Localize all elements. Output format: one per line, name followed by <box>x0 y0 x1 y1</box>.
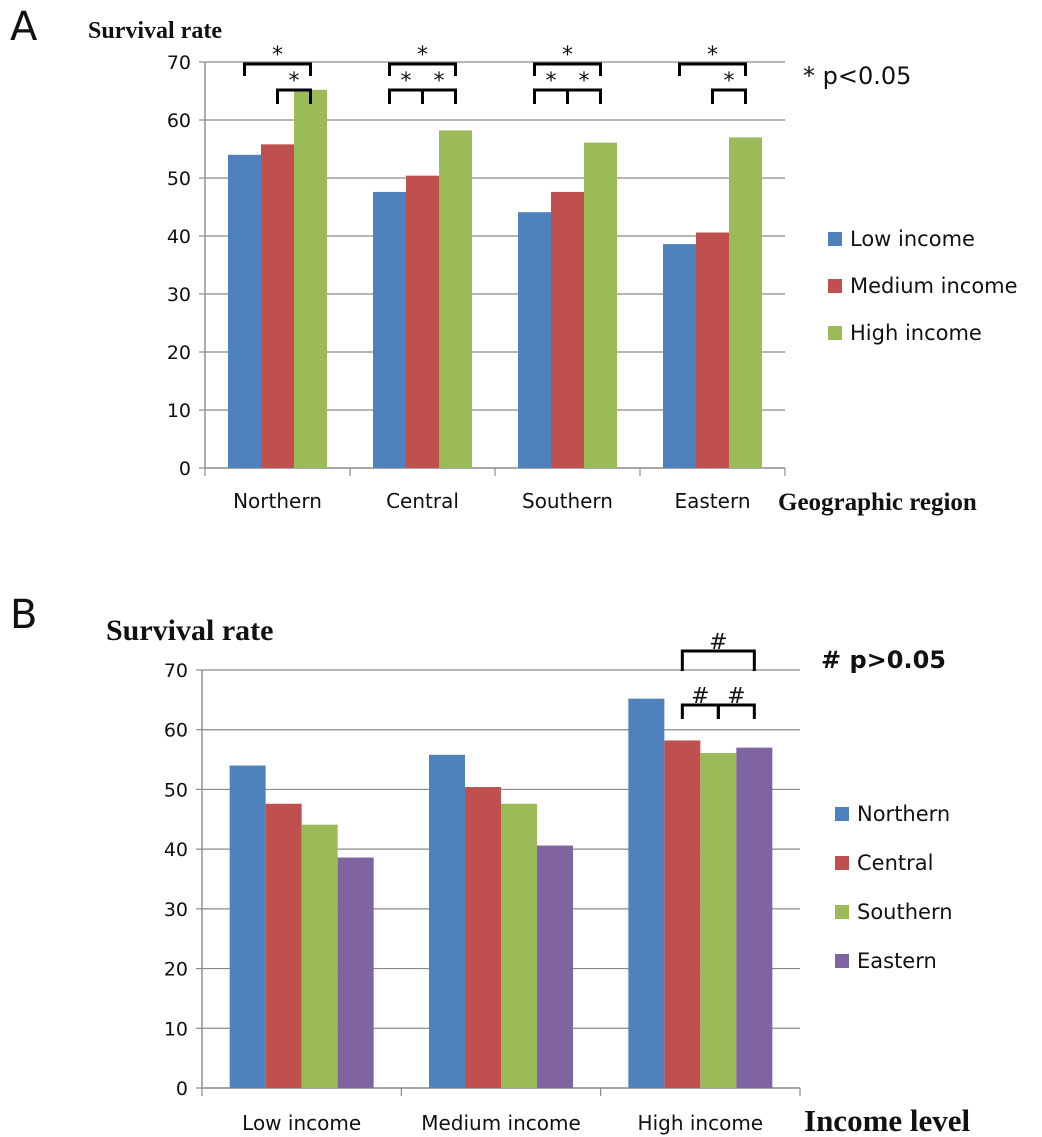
significance-marker: * <box>707 43 718 68</box>
significance-marker: * <box>272 43 283 68</box>
bar <box>228 154 261 469</box>
panel-a-x-title: Geographic region <box>778 489 977 516</box>
significance-bracket <box>388 62 457 76</box>
panel-b-chart: 0 10 20 30 40 50 60 70 Low income Medium income Hi… <box>164 630 801 1135</box>
legend-label: Medium income <box>850 274 1018 298</box>
legend-swatch <box>828 232 842 246</box>
panel-a-y-title: Survival rate <box>88 18 222 44</box>
legend-label: Low income <box>850 227 975 251</box>
y-tick-label: 10 <box>164 1018 188 1040</box>
significance-marker: * <box>579 69 590 94</box>
legend-swatch <box>835 954 849 968</box>
significance-bracket <box>533 62 602 76</box>
panel-b-significance-note: # p>0.05 <box>821 646 946 674</box>
significance-marker: # <box>727 684 745 709</box>
bar <box>265 803 302 1088</box>
y-tick-label: 20 <box>167 342 191 364</box>
bar <box>429 754 465 1088</box>
y-tick-label: 30 <box>167 284 191 306</box>
y-tick-label: 20 <box>164 959 188 981</box>
legend-swatch <box>835 856 849 870</box>
bar <box>501 803 537 1088</box>
legend-label: Central <box>857 851 933 875</box>
x-tick-label: Low income <box>242 1111 361 1135</box>
legend-label: Northern <box>857 802 950 826</box>
x-tick-label: Eastern <box>674 489 750 513</box>
x-tick-label: Southern <box>522 489 613 513</box>
bar <box>736 747 773 1088</box>
panel-a-chart: 0 10 20 30 40 50 60 70 Northern Central Southern Ea… <box>167 43 786 513</box>
bar <box>700 753 737 1088</box>
bar <box>663 244 696 468</box>
bar <box>337 857 374 1088</box>
legend-label: High income <box>850 321 982 345</box>
significance-bracket <box>680 649 756 671</box>
bar <box>729 137 762 468</box>
significance-bracket <box>566 88 602 104</box>
legend-label: Eastern <box>857 949 937 973</box>
legend-swatch <box>828 279 842 293</box>
bar <box>261 144 294 469</box>
bar <box>439 130 472 468</box>
y-tick-label: 40 <box>167 226 191 248</box>
y-tick-label: 0 <box>176 1078 188 1100</box>
y-tick-label: 70 <box>167 52 191 74</box>
bar <box>406 175 439 468</box>
bar <box>628 698 665 1088</box>
bar <box>294 89 327 468</box>
significance-marker: * <box>562 43 573 68</box>
significance-bracket <box>276 88 312 104</box>
bar <box>465 787 501 1088</box>
panel-a-significance-note: * p<0.05 <box>803 62 911 90</box>
significance-marker: * <box>401 69 412 94</box>
bar <box>551 191 584 469</box>
panel-b-y-title: Survival rate <box>106 614 273 647</box>
significance-marker: # <box>691 684 709 709</box>
y-tick-label: 30 <box>164 899 188 921</box>
y-tick-label: 70 <box>164 660 188 682</box>
y-tick-label: 40 <box>164 839 188 861</box>
y-tick-label: 60 <box>164 720 188 742</box>
panel-b-letter: B <box>10 592 37 638</box>
x-tick-label: Northern <box>233 489 322 513</box>
y-tick-label: 0 <box>179 458 191 480</box>
bar <box>373 191 406 469</box>
x-tick-label: Medium income <box>421 1111 581 1135</box>
panel-b-legend: Northern Central Southern Eastern <box>835 802 953 973</box>
x-tick-label: High income <box>638 1111 764 1135</box>
bar <box>518 212 551 468</box>
significance-marker: * <box>289 69 300 94</box>
significance-marker: * <box>724 69 735 94</box>
legend-label: Southern <box>857 900 953 924</box>
significance-bracket <box>711 88 747 104</box>
y-tick-label: 60 <box>167 110 191 132</box>
panel-a-legend: Low income Medium income High income <box>828 227 1018 345</box>
significance-bracket <box>243 62 312 76</box>
bar <box>229 765 266 1088</box>
x-tick-label: Central <box>386 489 459 513</box>
legend-swatch <box>835 905 849 919</box>
y-tick-label: 50 <box>164 779 188 801</box>
y-tick-label: 50 <box>167 168 191 190</box>
significance-marker: # <box>709 630 727 655</box>
bar <box>696 232 729 468</box>
legend-swatch <box>835 807 849 821</box>
panel-b-x-title: Income level <box>804 1103 971 1137</box>
significance-bracket <box>421 88 457 104</box>
panel-a-letter: A <box>10 4 38 50</box>
y-tick-label: 10 <box>167 400 191 422</box>
bar <box>301 824 338 1088</box>
significance-marker: * <box>434 69 445 94</box>
bar <box>664 740 701 1088</box>
significance-marker: * <box>546 69 557 94</box>
bar <box>584 142 617 468</box>
significance-marker: * <box>417 43 428 68</box>
significance-bracket <box>678 62 747 76</box>
significance-bracket <box>716 703 756 719</box>
bar <box>537 845 573 1088</box>
legend-swatch <box>828 326 842 340</box>
